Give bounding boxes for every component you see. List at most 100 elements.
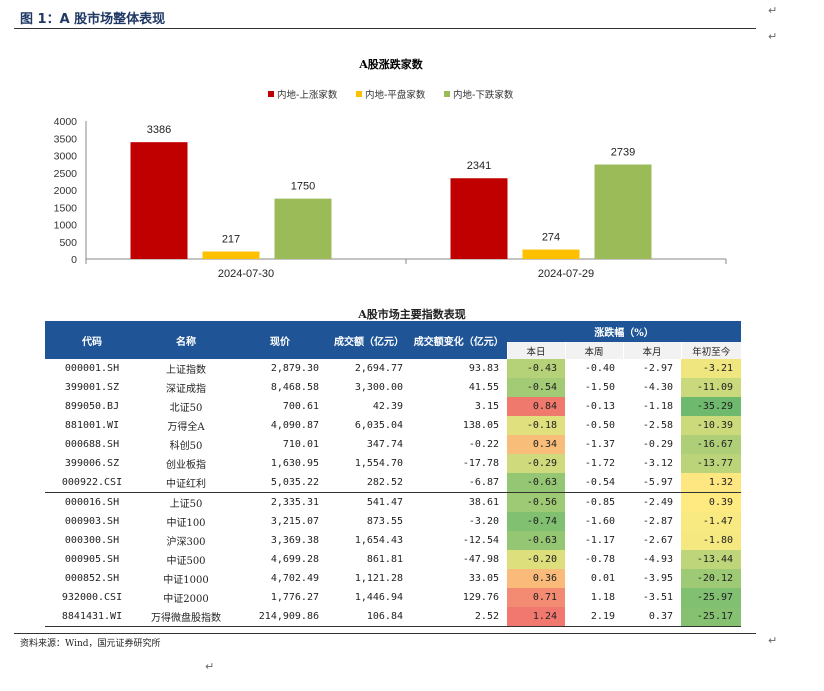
table-row: 000300.SH 沪深300 3,369.38 1,654.43 -12.54 -0.6…	[45, 531, 742, 550]
cell-name: 中证100	[166, 518, 206, 529]
cell-name: 深证成指	[166, 384, 206, 395]
cell-pct-day: -0.54	[507, 378, 565, 397]
cell-pct-day: -0.43	[507, 359, 565, 378]
cell-price: 4,090.87	[270, 420, 319, 431]
x-tick-label: 2024-07-30	[218, 268, 274, 280]
cell-pct-day: 0.34	[507, 435, 565, 454]
bar	[130, 142, 188, 259]
table-row: 000922.CSI 中证红利 5,035.22 282.52 -6.87 -0.63 -0…	[45, 473, 742, 493]
cell-pct-month: 0.37	[623, 607, 681, 627]
cell-pct-week: -1.37	[584, 439, 615, 450]
y-tick-label: 500	[59, 237, 77, 249]
legend-label: 内地-平盘家数	[365, 89, 426, 101]
cell-pct-week: 0.01	[590, 573, 615, 584]
cell-pct-week: -0.50	[584, 420, 615, 431]
cell-name: 中证500	[166, 556, 206, 567]
cell-pct-month: -2.49	[642, 497, 673, 508]
bar	[450, 178, 508, 259]
cell-pct-month: -4.93	[642, 554, 673, 565]
cell-price: 1,776.27	[270, 592, 319, 603]
cell-code: 8841431.WI	[45, 607, 139, 627]
cell-volume-change: 93.83	[468, 363, 499, 374]
cell-pct-day: -0.56	[507, 492, 565, 512]
table-row: 881001.WI 万得全A 4,090.87 6,035.04 138.05 -0.18…	[45, 416, 742, 435]
cell-price: 3,215.07	[270, 516, 319, 527]
table-row: 8841431.WI 万得微盘股指数 214,909.86 106.84 2.52 1.2…	[45, 607, 742, 627]
cell-price: 700.61	[282, 401, 319, 412]
cell-pct-week: -1.60	[584, 516, 615, 527]
cell-volume-change: -0.22	[468, 439, 499, 450]
table-row: 399006.SZ 创业板指 1,630.95 1,554.70 -17.78 -0.29…	[45, 454, 742, 473]
cell-pct-day: -0.20	[507, 550, 565, 569]
cell-price: 4,702.49	[270, 573, 319, 584]
cell-volume-change: -12.54	[462, 535, 499, 546]
cell-code: 932000.CSI	[61, 592, 123, 603]
legend-label: 内地-上涨家数	[277, 89, 338, 101]
cell-volume: 873.55	[366, 516, 403, 527]
cell-pct-week: -0.40	[584, 363, 615, 374]
cell-code: 000903.SH	[64, 516, 120, 527]
cell-code: 000300.SH	[64, 535, 120, 546]
cell-pct-day: 0.71	[507, 588, 565, 607]
cell-volume-change: 33.05	[468, 573, 499, 584]
cell-pct-month: -0.29	[642, 439, 673, 450]
header-pct-day: 本日	[506, 342, 565, 359]
cell-volume-change: 129.76	[462, 592, 499, 603]
bar-value-label: 2739	[611, 147, 635, 159]
cell-code: 881001.WI	[64, 420, 120, 431]
source-note: 资料来源：Wind，国元证券研究所	[20, 639, 161, 649]
cell-pct-week: -1.72	[584, 458, 615, 469]
cell-pct-day: -0.63	[507, 473, 565, 493]
cell-volume: 541.47	[366, 497, 403, 508]
cell-code: 000016.SH	[64, 497, 120, 508]
cell-pct-day: 0.84	[507, 397, 565, 416]
table-title: A股市场主要指数表现	[358, 308, 466, 321]
bar-value-label: 274	[542, 232, 560, 244]
cell-volume-change: -17.78	[462, 458, 499, 469]
cell-volume-change: -47.98	[462, 554, 499, 565]
cell-pct-month: -3.12	[642, 458, 673, 469]
cell-pct-day: -0.18	[507, 416, 565, 435]
cell-code: 000852.SH	[64, 573, 120, 584]
cell-price: 5,035.22	[233, 473, 327, 493]
table-row: 932000.CSI 中证2000 1,776.27 1,446.94 129.76 0.…	[45, 588, 742, 607]
cell-price: 8,468.58	[270, 382, 319, 393]
cell-name: 中证2000	[163, 594, 209, 605]
figure-title: 图 1：A 股市场整体表现	[20, 12, 166, 27]
cell-pct-day: 0.36	[507, 569, 565, 588]
y-tick-label: 0	[71, 254, 77, 266]
cell-pct-month: -3.95	[642, 573, 673, 584]
legend-swatch	[268, 91, 274, 97]
cell-volume: 1,121.28	[354, 573, 403, 584]
cell-volume-change: -6.87	[411, 473, 507, 493]
header-pct-ytd: 年初至今	[680, 342, 742, 359]
cell-volume: 282.52	[327, 473, 411, 493]
cell-pct-day: -0.74	[507, 512, 565, 531]
cell-pct-week: -0.13	[584, 401, 615, 412]
cell-pct-week: -0.85	[584, 497, 615, 508]
cell-pct-ytd: -1.47	[681, 512, 742, 531]
y-tick-label: 3000	[54, 151, 78, 163]
cell-pct-ytd: -13.44	[681, 550, 742, 569]
paragraph-mark: ↵	[768, 634, 778, 647]
cell-pct-month: -2.87	[642, 516, 673, 527]
table-row: 899050.BJ 北证50 700.61 42.39 3.15 0.84 -0.13 -1.…	[45, 397, 742, 416]
cell-price: 214,909.86	[233, 607, 327, 627]
header-volume: 成交额（亿元）	[327, 321, 411, 359]
cell-pct-ytd: -13.77	[681, 454, 742, 473]
table-row: 000903.SH 中证100 3,215.07 873.55 -3.20 -0.74 -1…	[45, 512, 742, 531]
cell-code: 000001.SH	[64, 363, 120, 374]
cell-volume-change: 38.61	[468, 497, 499, 508]
cell-pct-day: -0.63	[507, 531, 565, 550]
cell-name: 上证指数	[166, 365, 206, 376]
cell-pct-week: -1.17	[584, 535, 615, 546]
cell-price: 3,369.38	[270, 535, 319, 546]
header-pct-month: 本月	[622, 342, 681, 359]
cell-volume: 42.39	[372, 401, 403, 412]
cell-pct-ytd: -16.67	[681, 435, 742, 454]
cell-volume: 1,654.43	[354, 535, 403, 546]
table-row: 000852.SH 中证1000 4,702.49 1,121.28 33.05 0.36…	[45, 569, 742, 588]
cell-code: 399001.SZ	[64, 382, 120, 393]
bar	[522, 249, 580, 259]
